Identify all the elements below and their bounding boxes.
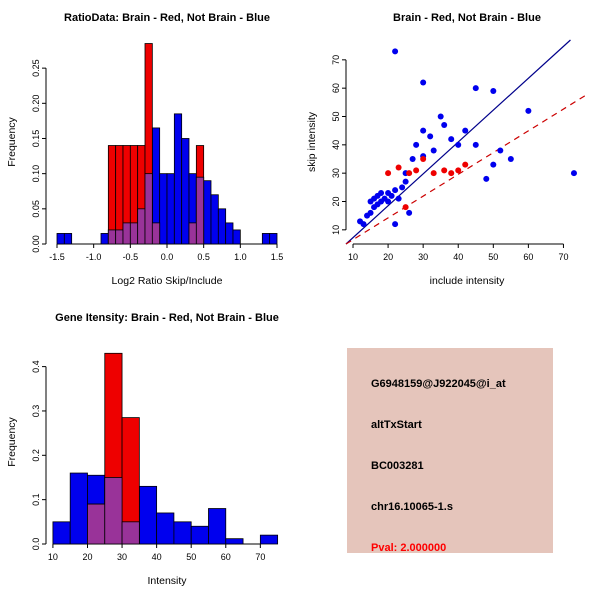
svg-text:Frequency: Frequency — [6, 116, 18, 166]
probe-id: G6948159@J922045@i_at — [371, 377, 506, 390]
svg-text:20: 20 — [82, 552, 92, 562]
ratio-histogram-panel: RatioData: Brain - Red, Not Brain - Blue… — [0, 0, 300, 300]
svg-text:60: 60 — [523, 252, 533, 262]
svg-text:0.10: 0.10 — [31, 165, 41, 183]
svg-text:30: 30 — [418, 252, 428, 262]
gene-intensity-histogram: 10 20 30 40 50 60 70 Intensity 0.0 0.1 0.2 0.3 0.4 Fr… — [6, 352, 279, 587]
accession-number: BC003281 — [371, 459, 424, 472]
intensity-scatter-title: Brain - Red, Not Brain - Blue — [393, 12, 541, 24]
gene-intensity-histogram-title: Gene Itensity: Brain - Red, Not Brain - … — [55, 312, 279, 324]
svg-text:10: 10 — [348, 252, 358, 262]
gene-intensity-histogram-panel: Gene Itensity: Brain - Red, Not Brain - … — [0, 300, 300, 600]
svg-text:Intensity: Intensity — [147, 575, 187, 587]
svg-text:0.00: 0.00 — [31, 235, 41, 253]
svg-text:50: 50 — [186, 552, 196, 562]
svg-text:0.5: 0.5 — [197, 252, 210, 262]
svg-text:60: 60 — [221, 552, 231, 562]
svg-text:0.0: 0.0 — [31, 538, 41, 551]
svg-text:Log2 Ratio Skip/Include: Log2 Ratio Skip/Include — [112, 275, 223, 287]
svg-text:50: 50 — [331, 111, 341, 121]
svg-text:70: 70 — [331, 55, 341, 65]
gene-info-panel: G6948159@J922045@i_at altTxStart BC00328… — [300, 300, 600, 600]
svg-text:0.1: 0.1 — [31, 493, 41, 506]
svg-text:30: 30 — [117, 552, 127, 562]
svg-text:10: 10 — [331, 225, 341, 235]
svg-text:40: 40 — [152, 552, 162, 562]
svg-text:40: 40 — [331, 140, 341, 150]
intensity-scatter-plot: 10 20 30 40 50 60 70 include intensity 10 20 30 40 5… — [306, 39, 589, 287]
svg-text:0.20: 0.20 — [31, 95, 41, 113]
svg-text:0.2: 0.2 — [31, 449, 41, 462]
svg-text:include intensity: include intensity — [430, 275, 505, 287]
pval: Pval: 2.000000 — [371, 541, 447, 554]
svg-text:0.05: 0.05 — [31, 200, 41, 218]
svg-text:Frequency: Frequency — [6, 416, 18, 466]
svg-text:20: 20 — [331, 196, 341, 206]
svg-text:0.25: 0.25 — [31, 59, 41, 77]
svg-text:0.0: 0.0 — [161, 252, 174, 262]
svg-text:10: 10 — [48, 552, 58, 562]
svg-text:1.5: 1.5 — [271, 252, 284, 262]
svg-text:-1.5: -1.5 — [49, 252, 65, 262]
svg-text:skip intensity: skip intensity — [306, 111, 318, 172]
svg-text:20: 20 — [383, 252, 393, 262]
svg-text:40: 40 — [453, 252, 463, 262]
gene-info-box: G6948159@J922045@i_at altTxStart BC00328… — [347, 347, 553, 554]
svg-text:30: 30 — [331, 168, 341, 178]
svg-text:0.4: 0.4 — [31, 360, 41, 373]
svg-text:70: 70 — [558, 252, 568, 262]
svg-text:0.15: 0.15 — [31, 130, 41, 148]
svg-text:70: 70 — [255, 552, 265, 562]
svg-text:-1.0: -1.0 — [86, 252, 102, 262]
svg-text:-0.5: -0.5 — [123, 252, 139, 262]
ratio-histogram: -1.5 -1.0 -0.5 0.0 0.5 1.0 1.5 Log2 Ratio Skip/… — [6, 43, 284, 287]
svg-text:0.3: 0.3 — [31, 405, 41, 418]
ratio-histogram-title: RatioData: Brain - Red, Not Brain - Blue — [64, 12, 270, 24]
chromosome-location: chr16.10065-1.s — [371, 500, 453, 513]
svg-text:1.0: 1.0 — [234, 252, 247, 262]
svg-text:60: 60 — [331, 83, 341, 93]
svg-text:50: 50 — [488, 252, 498, 262]
event-type: altTxStart — [371, 418, 422, 431]
intensity-scatter-panel: Brain - Red, Not Brain - Blue 10 20 30 40 50… — [300, 0, 600, 300]
